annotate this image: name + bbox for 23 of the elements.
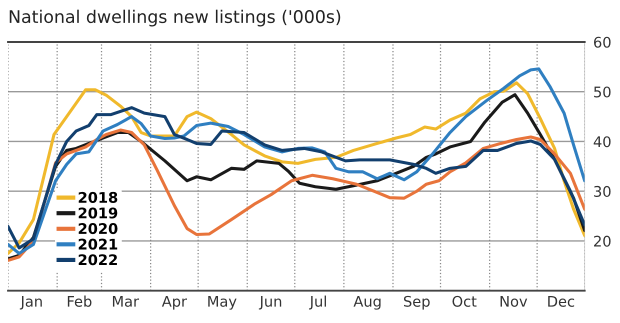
x-tick-label: Sep [404,296,430,310]
x-tick-label: Apr [162,296,187,310]
x-tick-label: Jul [308,296,326,310]
x-tick-label: Mar [112,296,140,307]
y-tick-label: 60 [594,36,611,48]
y-tick-label: 50 [594,86,611,98]
x-tick-label: Dec [548,296,574,307]
legend-label: 2018 [78,192,118,203]
y-tick-label: 20 [594,236,611,247]
legend-label: 2020 [78,223,118,234]
legend-label: 2019 [78,207,118,219]
x-tick-label: May [208,296,237,310]
x-tick-label: Feb [68,296,92,307]
chart-title: National dwellings new listings ('000s) [10,10,340,26]
x-tick-label: Oct [452,296,477,307]
x-tick-label: Jan [20,296,42,310]
y-tick-label: 30 [594,186,611,197]
legend-label: 2021 [78,238,118,250]
x-tick-label: Nov [500,296,528,307]
legend-label: 2022 [78,254,117,266]
y-tick-label: 40 [594,136,611,148]
x-tick-label: Aug [354,296,381,310]
x-tick-label: Jun [258,296,282,310]
